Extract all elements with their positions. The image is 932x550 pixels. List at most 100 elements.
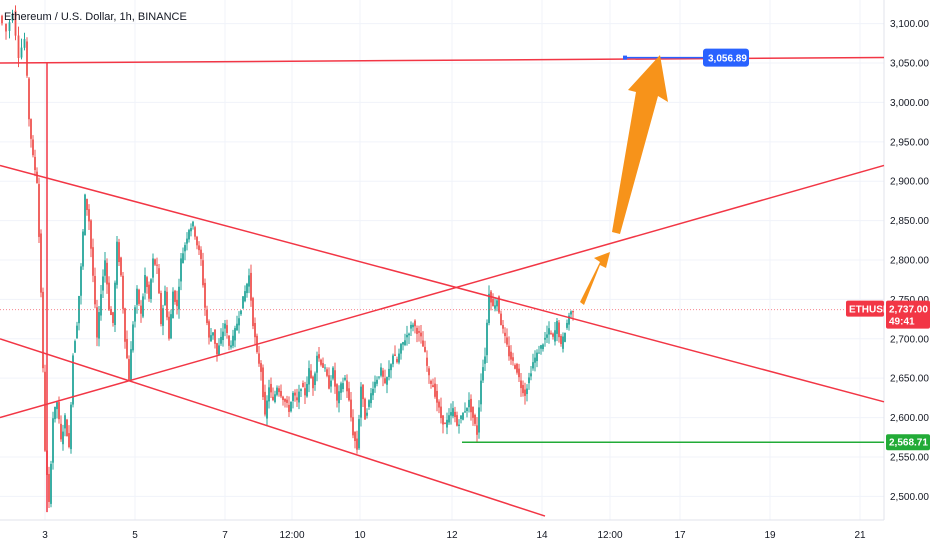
- candle-body: [38, 184, 40, 237]
- candle-body: [334, 370, 336, 387]
- candle-body: [364, 398, 366, 420]
- candle-body: [510, 351, 512, 360]
- candle-body: [14, 10, 17, 36]
- candle-body: [30, 119, 32, 139]
- candle-body: [70, 404, 72, 450]
- candle-body: [50, 463, 52, 504]
- candle-body: [226, 325, 228, 333]
- candle-body: [336, 384, 338, 401]
- candle-body: [470, 398, 472, 413]
- candle-body: [458, 424, 460, 426]
- candle-body: [242, 296, 244, 309]
- candle-body: [388, 368, 390, 378]
- candle-body: [552, 333, 554, 337]
- candle-body: [238, 318, 240, 326]
- candle-body: [516, 363, 518, 373]
- candle-body: [530, 373, 532, 377]
- candle-body: [518, 368, 520, 378]
- target-tag-bg[interactable]: [703, 48, 749, 67]
- candle-body: [126, 339, 128, 359]
- candle-body: [116, 241, 118, 285]
- candle-body: [196, 236, 198, 246]
- candle-body: [494, 305, 496, 309]
- candle-body: [188, 230, 190, 240]
- candle-body: [346, 380, 348, 392]
- candle-body: [252, 298, 254, 327]
- candle-body: [404, 340, 406, 346]
- candle-body: [244, 291, 246, 302]
- candle-body: [548, 328, 550, 335]
- candle-body: [266, 400, 268, 419]
- candle-body: [504, 332, 506, 337]
- candle-body: [472, 406, 474, 418]
- candle-body: [234, 328, 236, 341]
- candle-body: [130, 349, 132, 381]
- candle-body: [104, 260, 106, 276]
- candle-body: [150, 279, 152, 300]
- candle-body: [564, 332, 566, 342]
- candle-body: [522, 385, 524, 394]
- candle-body: [326, 369, 328, 376]
- target-handle[interactable]: [623, 55, 627, 60]
- candle-body: [474, 414, 476, 424]
- candle-body: [92, 247, 94, 276]
- candle-body: [398, 353, 400, 363]
- candle-body: [278, 388, 280, 393]
- lower-descending[interactable]: [0, 338, 546, 517]
- candle-body: [570, 311, 572, 315]
- candle-body: [236, 323, 238, 331]
- time-tick-label: 7: [222, 530, 228, 541]
- candle-body: [322, 363, 324, 368]
- candle-body: [214, 329, 216, 344]
- time-axis[interactable]: 3 5 7 12:00 10 12 14 12:00 17 19 21: [42, 530, 866, 541]
- candle-body: [532, 362, 534, 369]
- candle-body: [156, 264, 158, 266]
- candle-body: [288, 404, 290, 412]
- candle-body: [438, 401, 440, 408]
- candle-body: [566, 322, 568, 328]
- price-tick-label: 2,850.00: [890, 216, 929, 227]
- candle-body: [418, 331, 420, 333]
- candle-body: [152, 258, 154, 278]
- ascending[interactable]: [0, 164, 885, 419]
- candle-body: [402, 342, 404, 345]
- upper-descending[interactable]: [0, 164, 885, 403]
- candle-body: [248, 275, 250, 287]
- candle-body: [166, 291, 168, 318]
- candle-body: [348, 388, 350, 401]
- candle-body: [182, 253, 184, 264]
- candle-body: [60, 423, 62, 440]
- candle-body: [128, 359, 130, 380]
- price-axis[interactable]: 3,100.00 3,050.00 3,000.00 2,950.00 2,900.00…: [886, 19, 930, 503]
- candle-body: [280, 391, 282, 397]
- candle-body: [310, 370, 312, 378]
- candle-body: [100, 294, 102, 316]
- candle-body: [382, 370, 384, 377]
- candle-body: [17, 35, 20, 58]
- candle-body: [308, 368, 310, 385]
- candle-body: [550, 332, 552, 334]
- candle-body: [378, 376, 380, 378]
- candle-body: [222, 331, 224, 341]
- candle-body: [32, 139, 34, 156]
- candle-body: [292, 392, 294, 401]
- candle-body: [52, 418, 54, 463]
- candle-body: [362, 384, 364, 400]
- candle-body: [562, 336, 564, 349]
- candle-body: [312, 376, 314, 389]
- candle-body: [90, 220, 92, 249]
- candle-body: [340, 383, 342, 393]
- candle-body: [306, 383, 308, 397]
- candle-body: [180, 258, 182, 282]
- candle-body: [320, 359, 322, 365]
- candle-body: [420, 332, 422, 337]
- candle-body: [488, 293, 490, 324]
- candle-body: [212, 332, 214, 336]
- candle-body: [536, 352, 538, 362]
- price-tick-label: 2,550.00: [890, 452, 929, 463]
- drawings-layer[interactable]: ETHUSD 3,056.89: [0, 48, 890, 517]
- time-tick-label: 19: [764, 530, 776, 541]
- candle-body: [450, 412, 452, 416]
- candle-body: [496, 300, 498, 307]
